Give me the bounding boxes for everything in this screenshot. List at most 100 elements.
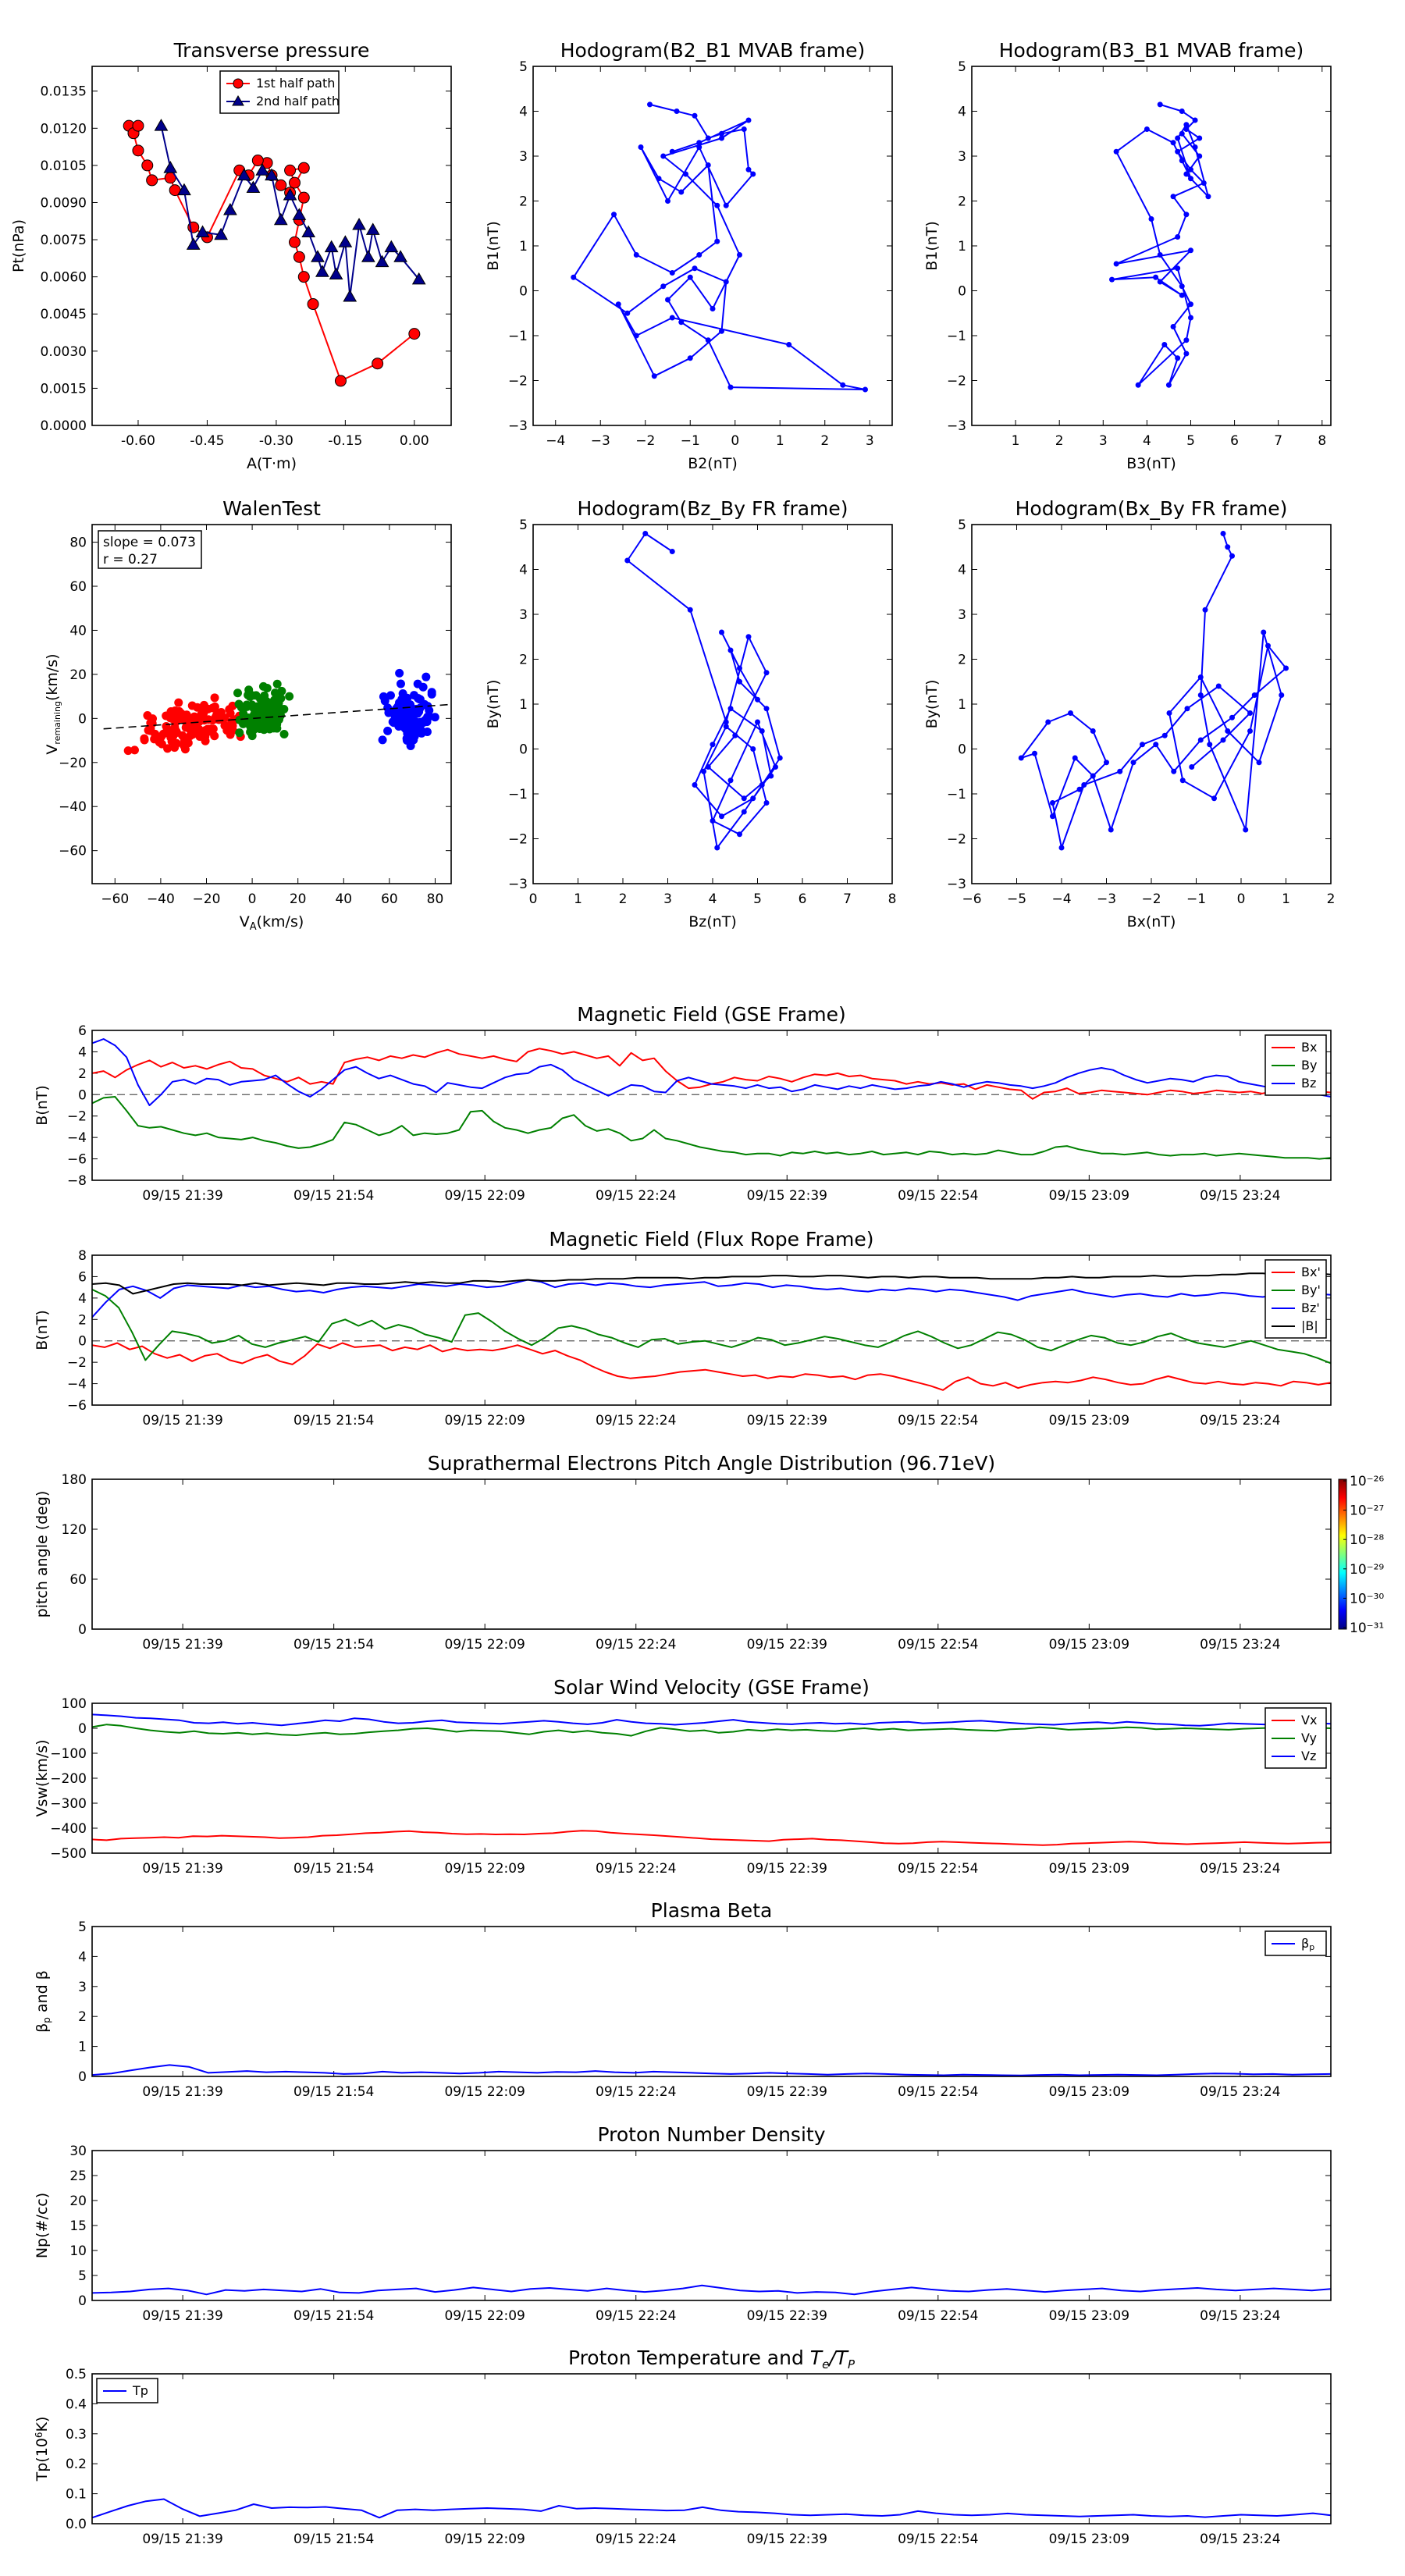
data-point — [297, 162, 310, 174]
data-point — [656, 176, 662, 182]
y-tick-label: −4 — [67, 1130, 87, 1146]
data-point — [665, 198, 670, 204]
y-tick-label: 80 — [69, 535, 87, 551]
y-tick-label: 0.0060 — [41, 270, 87, 286]
data-point — [723, 724, 729, 730]
data-point — [1265, 642, 1271, 649]
y-tick-label: 5 — [78, 2268, 87, 2284]
data-point — [293, 251, 305, 263]
data-point — [1148, 216, 1154, 222]
data-point — [773, 764, 778, 770]
data-point — [297, 191, 310, 204]
y-tick-label: 3 — [519, 149, 528, 165]
y-tick-label: 6 — [78, 1269, 87, 1285]
y-tick-label: 0 — [78, 1622, 87, 1638]
data-point — [692, 782, 698, 788]
annotation-box — [98, 530, 202, 569]
series-Tp-line — [92, 2498, 1331, 2519]
scatter-point — [167, 713, 176, 723]
scatter-point — [383, 703, 393, 713]
plot-frame — [91, 2373, 1332, 2524]
data-point — [195, 225, 210, 238]
data-point — [678, 319, 685, 326]
data-point — [1170, 324, 1176, 329]
y-tick-label: 0 — [78, 1721, 87, 1737]
data-point — [338, 235, 353, 247]
data-point — [745, 166, 752, 173]
legend-label: Bx — [1301, 1040, 1317, 1055]
data-point — [146, 174, 158, 187]
data-point — [1192, 144, 1198, 150]
data-point — [1153, 274, 1159, 280]
scatter-point — [210, 693, 219, 703]
data-point — [750, 795, 756, 802]
x-tick-label: 4 — [1143, 433, 1151, 449]
y-tick-label: 0.0075 — [41, 233, 87, 248]
panel-title: Suprathermal Electrons Pitch Angle Distr… — [428, 1452, 995, 1475]
data-point — [687, 607, 693, 613]
y-tick-label: 5 — [78, 1920, 87, 1935]
data-point — [763, 706, 770, 712]
y-tick-label: 3 — [958, 607, 966, 623]
y-tick-label: −2 — [508, 832, 528, 848]
data-point — [311, 250, 325, 262]
data-point — [154, 119, 169, 131]
panel-hzy: Hodogram(Bz_By FR frame) −3 −2 −1 0 1 2 3 4 5 0 1 2 3… — [485, 497, 896, 930]
data-point — [265, 168, 279, 181]
x-tick-label: 09/15 22:09 — [444, 1413, 525, 1429]
series-2ndhalfpath-line — [160, 125, 420, 297]
x-tick-label: 4 — [709, 891, 717, 907]
x-tick-label: 09/15 22:24 — [596, 2084, 676, 2100]
data-point — [1215, 683, 1222, 689]
data-point — [714, 238, 720, 244]
scatter-point — [140, 734, 149, 743]
series-0-line — [92, 2284, 1331, 2296]
data-point — [1175, 265, 1181, 272]
x-tick-label: 09/15 23:09 — [1049, 2308, 1129, 2324]
data-point — [1220, 737, 1226, 743]
data-point — [759, 782, 765, 788]
panel-vsw: Solar Wind Velocity (GSE Frame) −500 −400 −… — [34, 1676, 1332, 1877]
x-axis-label: Bx(nT) — [1127, 913, 1176, 930]
y-tick-label: 2 — [519, 653, 528, 668]
data-point — [329, 267, 343, 279]
x-tick-label: 09/15 22:54 — [898, 1413, 978, 1429]
x-tick-label: 09/15 23:24 — [1200, 2308, 1280, 2324]
y-tick-label: −4 — [67, 1377, 87, 1393]
scatter-point — [176, 709, 186, 718]
plot-frame — [971, 66, 1332, 426]
data-point — [759, 728, 765, 734]
data-point — [777, 755, 783, 761]
panel-title: Magnetic Field (Flux Rope Frame) — [549, 1228, 873, 1251]
y-tick-label: 0 — [958, 284, 966, 300]
scatter-point — [199, 700, 208, 710]
scatter-point — [409, 735, 418, 745]
data-point — [1229, 714, 1235, 720]
x-tick-label: 09/15 23:09 — [1049, 1188, 1129, 1204]
data-point — [1225, 728, 1231, 734]
series-Bx-line — [92, 1342, 1331, 1391]
y-axis-label: B1(nT) — [923, 221, 941, 271]
data-point — [737, 665, 742, 671]
colorbar-label: 10⁻³⁰ — [1350, 1591, 1384, 1606]
panel-beta: Plasma Beta 0 1 2 3 4 5 09/15 21:39 09/15 21:54 0… — [34, 1899, 1332, 2100]
y-tick-label: 5 — [958, 518, 966, 533]
y-tick-label: −2 — [67, 1355, 87, 1371]
data-point — [1183, 350, 1190, 357]
y-tick-label: 0.5 — [66, 2367, 87, 2382]
data-point — [288, 176, 301, 189]
data-point — [273, 212, 288, 226]
x-tick-label: 09/15 23:09 — [1049, 1413, 1129, 1429]
x-tick-label: 09/15 22:54 — [898, 1188, 978, 1204]
data-point — [727, 647, 734, 653]
x-tick-label: 09/15 22:39 — [747, 2532, 827, 2547]
x-tick-label: −1 — [1186, 891, 1206, 907]
data-point — [745, 117, 752, 123]
data-point — [701, 768, 706, 774]
scatter-point — [162, 721, 171, 731]
series-By-line — [92, 1096, 1331, 1160]
x-tick-label: 0 — [1237, 891, 1246, 907]
legend-box — [219, 70, 340, 114]
data-point — [1183, 171, 1190, 177]
scatter-point — [186, 731, 195, 741]
